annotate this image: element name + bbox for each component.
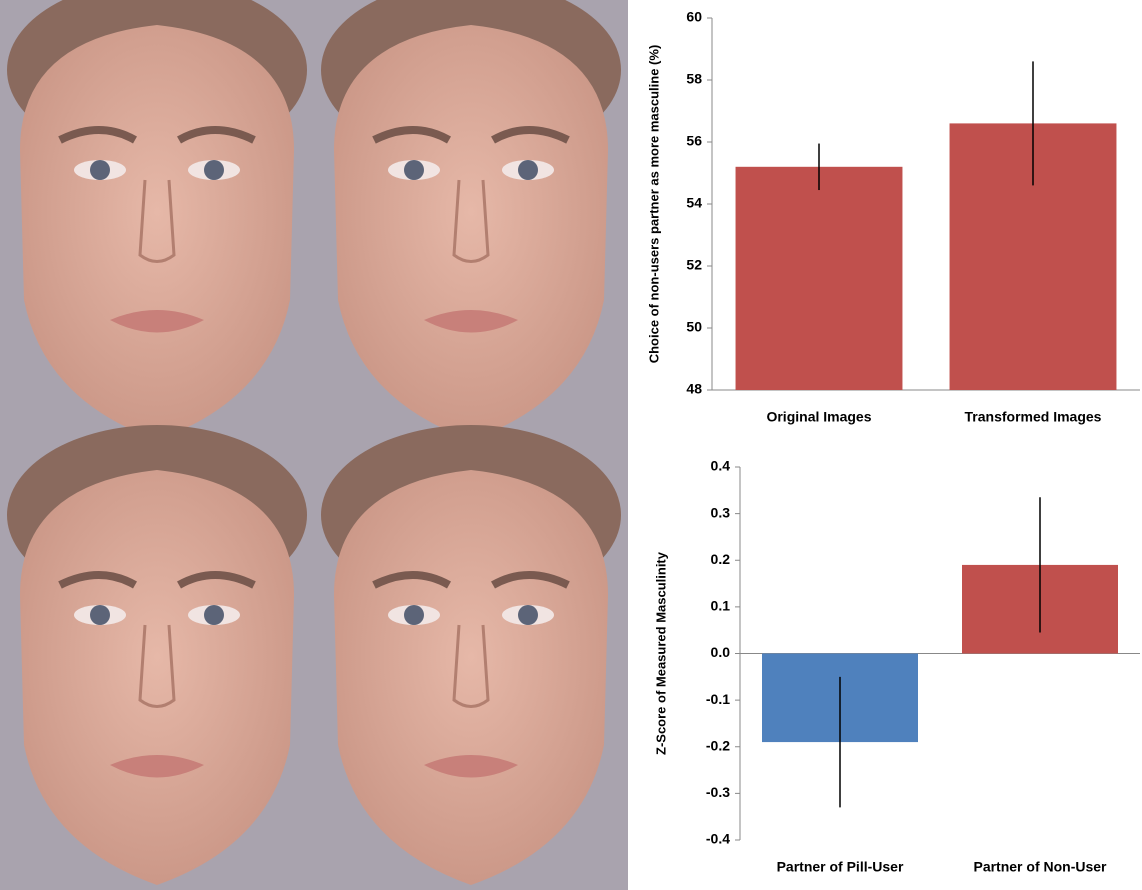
figure: 48 50 52 54 56 58 60 Original Images Transformed… [0, 0, 1142, 890]
y-tick-label: -0.4 [706, 831, 730, 847]
y-tick-label: 60 [686, 9, 702, 25]
y-tick-label: -0.1 [706, 691, 730, 707]
y-tick-label: 0.1 [711, 598, 731, 614]
bar [736, 167, 903, 390]
y-tick-label: 0.3 [711, 504, 731, 520]
x-tick-label: Transformed Images [965, 409, 1102, 425]
face-images [0, 0, 628, 890]
y-tick-label: -0.3 [706, 784, 730, 800]
y-tick-label: 58 [686, 71, 702, 87]
y-tick-label: -0.2 [706, 737, 730, 753]
y-tick-label: 54 [686, 195, 702, 211]
y-axis-label: Choice of non-users partner as more masc… [646, 45, 661, 364]
y-tick-label: 50 [686, 319, 702, 335]
y-tick-label: 0.0 [711, 644, 731, 660]
y-tick-label: 0.2 [711, 551, 731, 567]
y-tick-label: 52 [686, 257, 702, 273]
y-tick-label: 48 [686, 381, 702, 397]
x-tick-label: Original Images [766, 409, 871, 425]
x-tick-label: Partner of Non-User [973, 859, 1107, 875]
x-tick-label: Partner of Pill-User [777, 859, 904, 875]
y-axis-label: Z-Score of Measured Masculinity [653, 551, 668, 755]
y-tick-label: 0.4 [711, 458, 731, 474]
y-tick-label: 56 [686, 133, 702, 149]
